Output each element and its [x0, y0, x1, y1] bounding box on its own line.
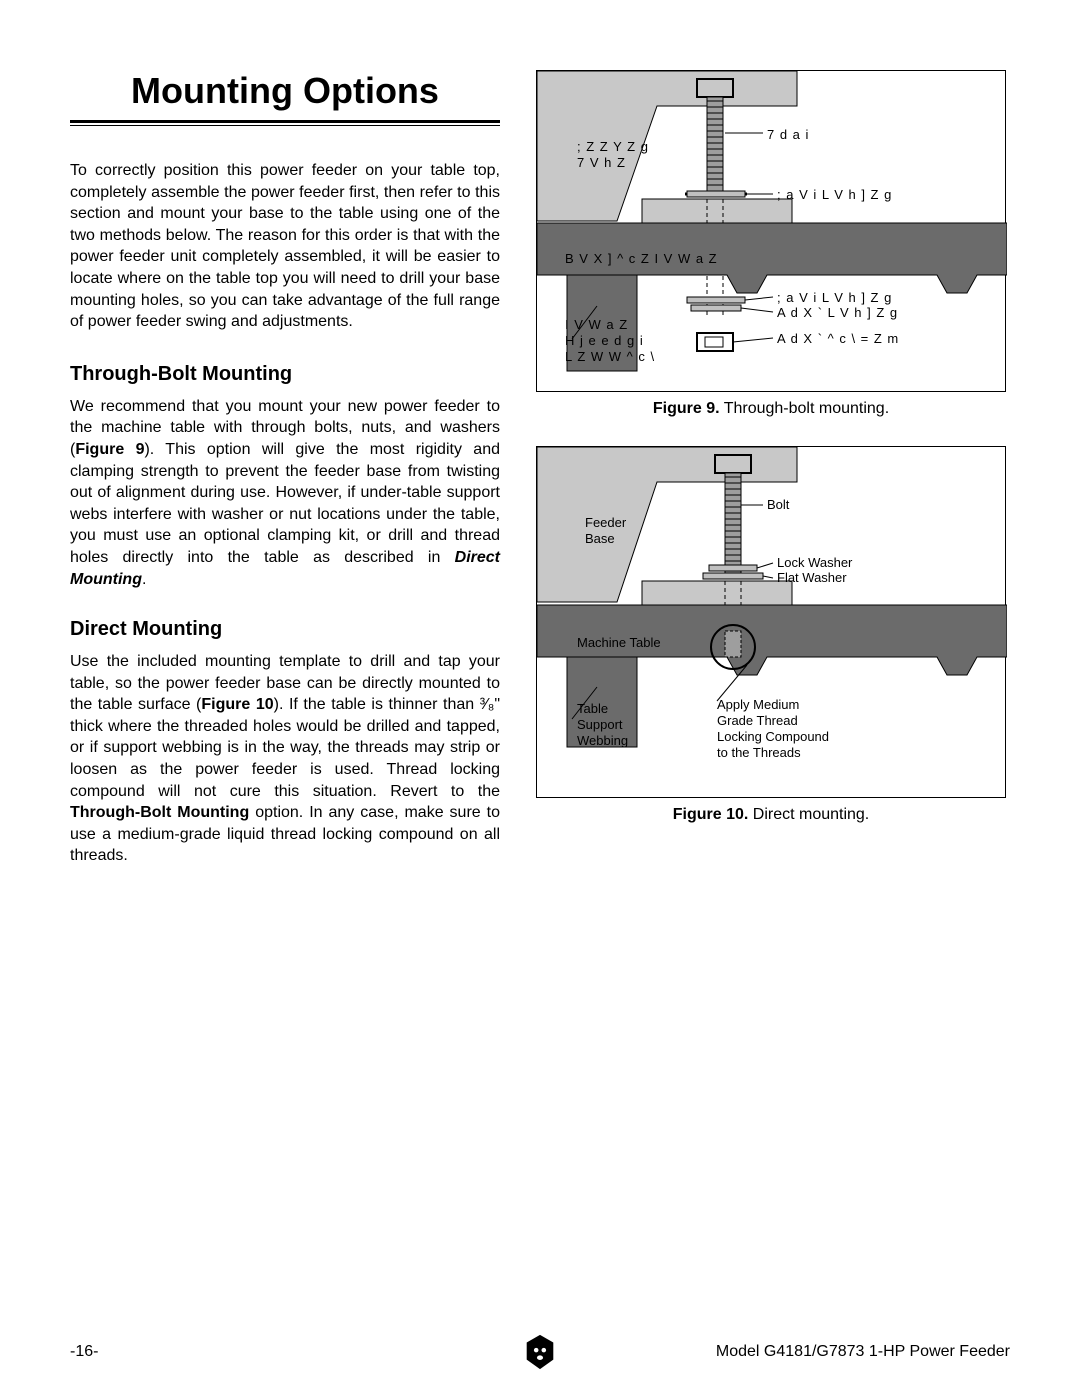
- direct-mounting-heading: Direct Mounting: [70, 618, 500, 641]
- model-label: Model G4181/G7873 1-HP Power Feeder: [716, 1343, 1010, 1361]
- through-bolt-ref: Through-Bolt Mounting: [70, 804, 249, 821]
- caption-label: Figure 10.: [673, 806, 749, 823]
- direct-mounting-body: Use the included mounting template to dr…: [70, 651, 500, 867]
- label-table-sup3: L Z W W ^ c \: [565, 349, 655, 364]
- label-flat-washer1: ; a V i L V h ] Z g: [777, 187, 892, 202]
- label-flat-washer2: ; a V i L V h ] Z g: [777, 290, 892, 305]
- label-table-sup1: I V W a Z: [565, 317, 628, 332]
- text-fragment: ). This option will give the most rigidi…: [70, 441, 500, 566]
- label-table-sup3: Webbing: [577, 733, 628, 748]
- label-apply2: Grade Thread: [717, 713, 798, 728]
- label-table-sup1: Table: [577, 701, 608, 716]
- label-feeder-base1: ; Z Z Y Z g: [577, 139, 649, 154]
- through-bolt-body: We recommend that you mount your new pow…: [70, 396, 500, 590]
- intro-paragraph: To correctly position this power feeder …: [70, 160, 500, 333]
- figure-10-box: Feeder Base Bolt Lock Washer Flat Washer…: [536, 446, 1006, 798]
- label-table-sup2: H j e e d g i: [565, 333, 644, 348]
- label-lock-washer: A d X ` L V h ] Z g: [777, 305, 898, 320]
- label-lock-washer: Lock Washer: [777, 555, 853, 570]
- figure-10-caption: Figure 10. Direct mounting.: [536, 806, 1006, 824]
- label-flat-washer: Flat Washer: [777, 570, 847, 585]
- page-number: -16-: [70, 1343, 98, 1361]
- label-machine-table: Machine Table: [577, 635, 661, 650]
- label-bolt: Bolt: [767, 497, 790, 512]
- label-feeder-base2: Base: [585, 531, 615, 546]
- label-apply4: to the Threads: [717, 745, 801, 760]
- label-table-sup2: Support: [577, 717, 623, 732]
- label-feeder-base2: 7 V h Z: [577, 155, 626, 170]
- figure-9-svg: ; Z Z Y Z g 7 V h Z 7 d a i ; a V i L V …: [537, 71, 1007, 391]
- label-machine-table: B V X ] ^ c Z I V W a Z: [565, 251, 718, 266]
- label-feeder-base1: Feeder: [585, 515, 627, 530]
- figure-9-caption: Figure 9. Through-bolt mounting.: [536, 400, 1006, 418]
- figure-10-svg: Feeder Base Bolt Lock Washer Flat Washer…: [537, 447, 1007, 797]
- label-bolt: 7 d a i: [767, 127, 809, 142]
- text-fragment: .: [142, 571, 146, 588]
- label-apply3: Locking Compound: [717, 729, 829, 744]
- page-footer: -16- Model G4181/G7873 1-HP Power Feeder: [70, 1343, 1010, 1361]
- caption-label: Figure 9.: [653, 400, 720, 417]
- grizzly-logo-icon: [521, 1333, 559, 1371]
- caption-text: Through-bolt mounting.: [720, 400, 890, 417]
- figure-9-box: ; Z Z Y Z g 7 V h Z 7 d a i ; a V i L V …: [536, 70, 1006, 392]
- figure-ref: Figure 10: [201, 696, 273, 713]
- page-title: Mounting Options: [70, 70, 500, 123]
- figure-ref: Figure 9: [75, 441, 144, 458]
- through-bolt-heading: Through-Bolt Mounting: [70, 363, 500, 386]
- label-apply1: Apply Medium: [717, 697, 799, 712]
- title-underline: [70, 125, 500, 126]
- caption-text: Direct mounting.: [748, 806, 869, 823]
- label-lock-hex: A d X ` ^ c \ = Z m: [777, 331, 899, 346]
